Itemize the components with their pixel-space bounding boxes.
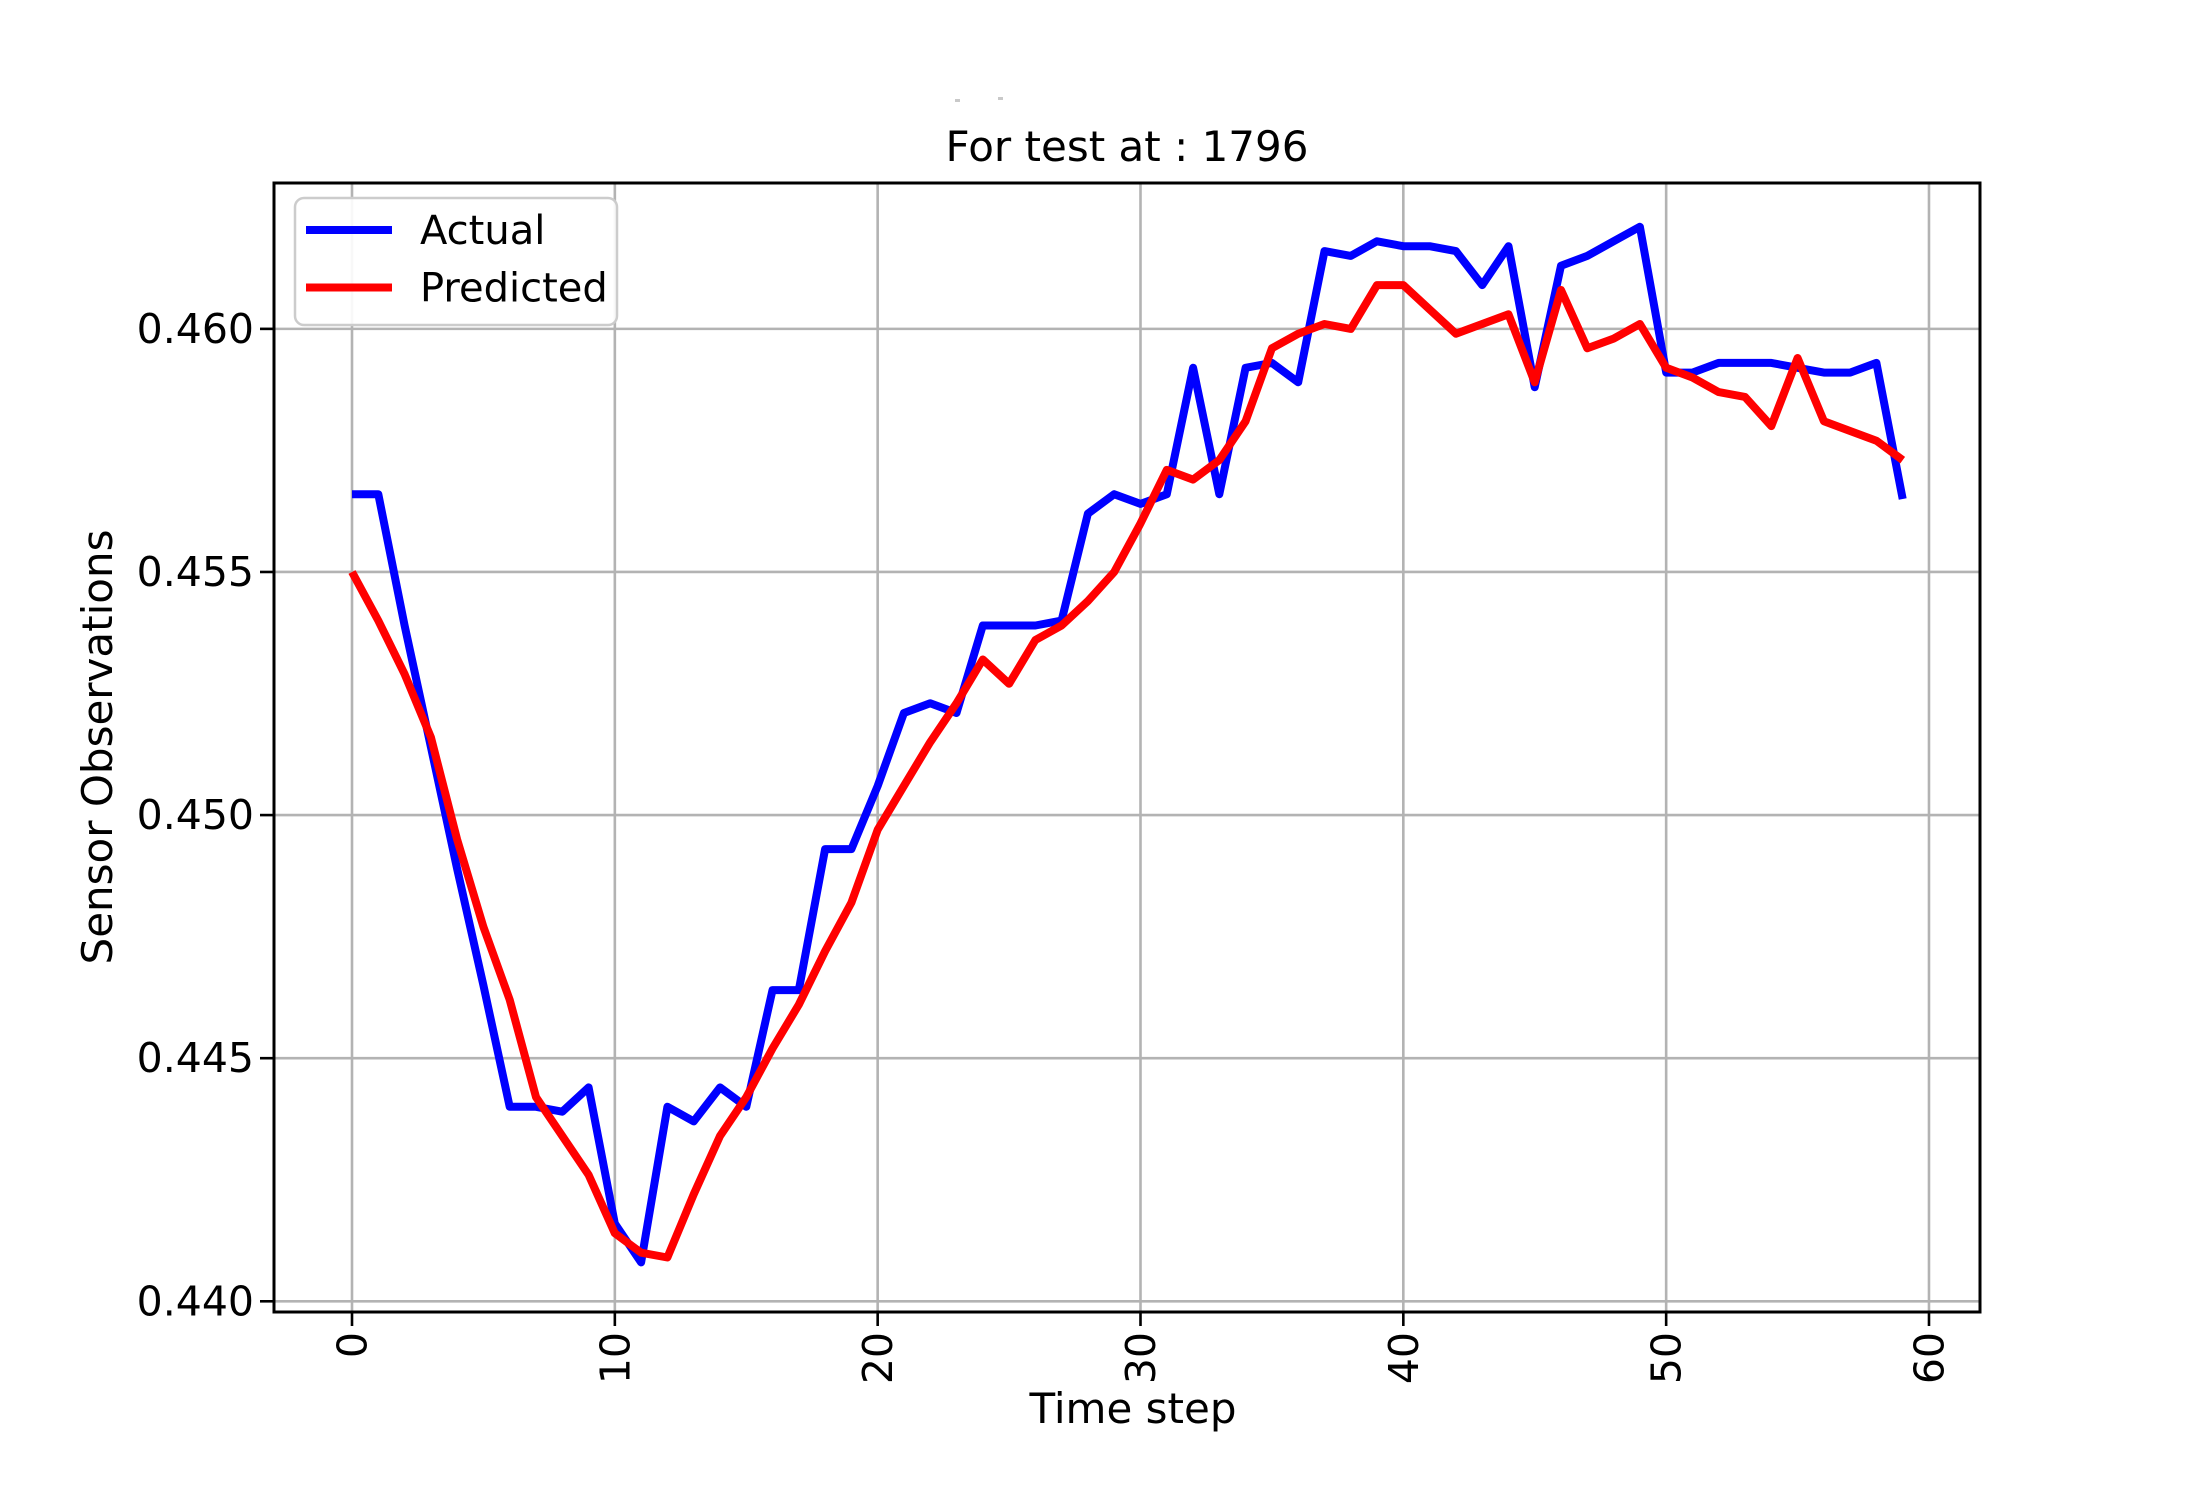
legend: Actual Predicted xyxy=(293,196,619,327)
x-axis-label: Time step xyxy=(1029,1384,1237,1433)
x-axis-tick-label: 50 xyxy=(1643,1332,1691,1384)
tick-label-layer: 0 10 20 30 40 50 60 0.440 0.445 0.450 0.455 0.460 xyxy=(137,305,1954,1384)
chart-title: For test at : 1796 xyxy=(946,122,1309,171)
y-axis-tick-label: 0.460 xyxy=(137,305,254,353)
x-axis-tick-label: 20 xyxy=(854,1332,902,1384)
x-axis-tick-label: 60 xyxy=(1905,1332,1953,1384)
x-axis-tick-label: 40 xyxy=(1380,1332,1428,1384)
x-axis-tick-label: 30 xyxy=(1117,1332,1165,1384)
series-layer xyxy=(348,222,1907,1267)
artifact-dot xyxy=(955,99,960,102)
artifact-dots xyxy=(955,97,1003,102)
y-axis-tick-label: 0.450 xyxy=(137,791,254,839)
legend-label-predicted: Predicted xyxy=(420,266,608,312)
artifact-dot xyxy=(998,97,1003,100)
x-axis-tick-label: 10 xyxy=(591,1332,639,1384)
y-axis-label: Sensor Observations xyxy=(73,530,122,965)
y-axis-tick-label: 0.455 xyxy=(137,548,254,596)
grid-layer xyxy=(274,183,1980,1312)
series-line-predicted xyxy=(348,281,1906,1262)
y-axis-tick-label: 0.445 xyxy=(137,1034,254,1082)
y-axis-tick-label: 0.440 xyxy=(137,1277,254,1325)
axes-spines xyxy=(272,181,1982,1314)
series-line-actual xyxy=(352,222,1907,1267)
legend-label-actual: Actual xyxy=(420,208,545,254)
x-axis-tick-label: 0 xyxy=(329,1332,377,1358)
axes-layer xyxy=(260,181,1982,1326)
